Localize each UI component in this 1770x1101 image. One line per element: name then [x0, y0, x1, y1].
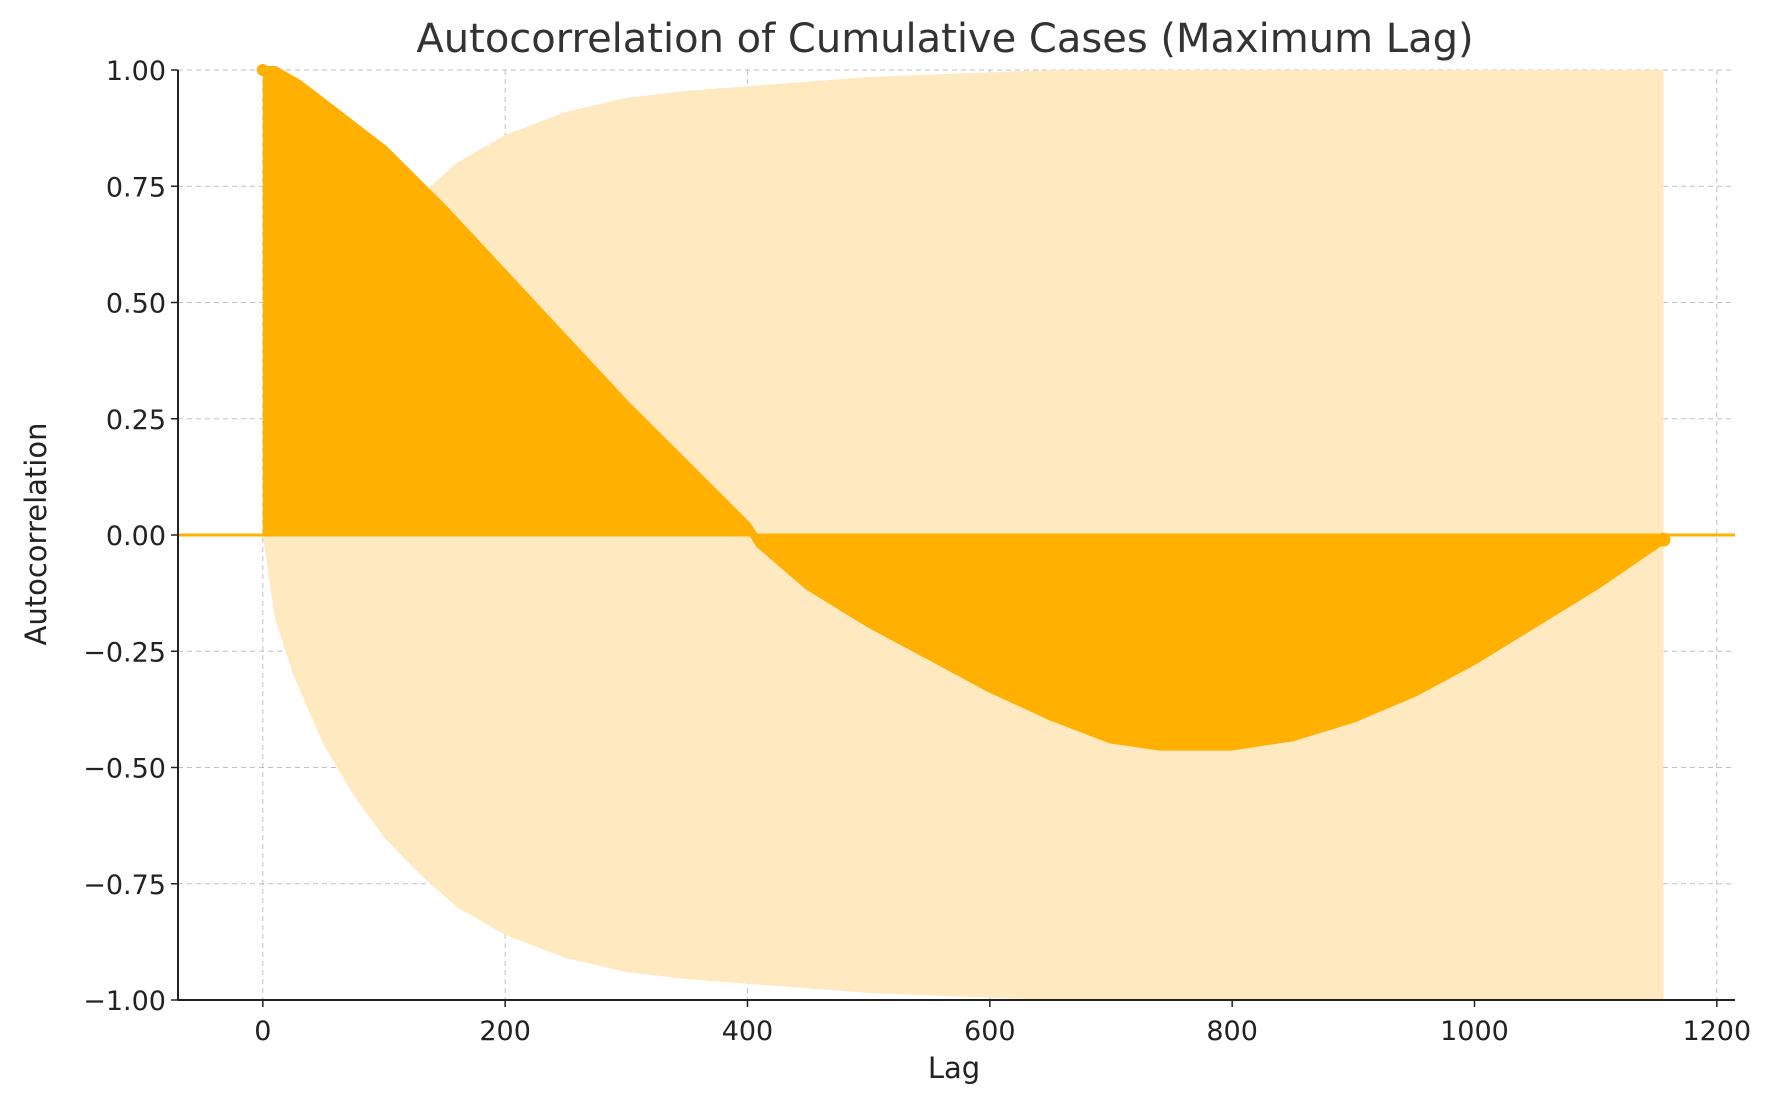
chart-title: Autocorrelation of Cumulative Cases (Max…: [416, 16, 1473, 62]
x-tick-label: 400: [722, 1016, 774, 1047]
y-tick-label: 0.00: [106, 521, 166, 552]
acf-point-start: [256, 64, 269, 76]
y-tick-label: −0.50: [83, 754, 166, 785]
x-tick-label: 800: [1206, 1016, 1258, 1047]
x-tick-label: 1200: [1682, 1016, 1751, 1047]
y-axis-label: Autocorrelation: [19, 423, 53, 646]
x-axis-label: Lag: [928, 1051, 980, 1085]
x-tick-label: 0: [254, 1016, 271, 1047]
ticks: 0 200 400 600 800 1000 1200 1.00 0.75 0.50 0.25 0.0…: [83, 56, 1751, 1047]
y-tick-label: −0.25: [83, 637, 166, 668]
y-tick-label: 1.00: [106, 56, 166, 87]
x-tick-label: 200: [479, 1016, 531, 1047]
x-tick-label: 1000: [1440, 1016, 1509, 1047]
acf-layer: [178, 64, 1735, 751]
y-tick-label: 0.25: [106, 405, 166, 436]
acf-stems-area: [262, 70, 1664, 747]
x-tick-label: 600: [964, 1016, 1016, 1047]
y-tick-label: 0.75: [106, 172, 166, 203]
y-tick-label: −0.75: [83, 870, 166, 901]
y-tick-label: 0.50: [106, 289, 166, 320]
acf-marker-line: [258, 66, 1668, 751]
y-tick-label: −1.00: [83, 986, 166, 1017]
